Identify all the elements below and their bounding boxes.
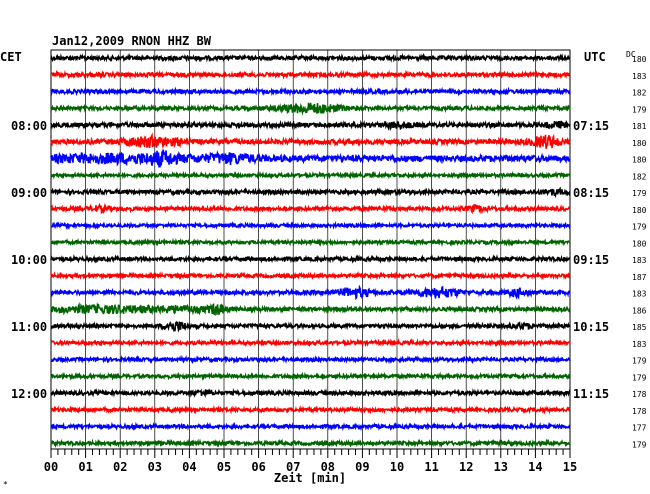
dc-value: 179 — [632, 440, 647, 449]
dc-header-label: DC — [626, 50, 636, 59]
dc-value: 183 — [632, 340, 647, 349]
dc-value: 179 — [632, 189, 647, 198]
x-tick-label: 15 — [563, 460, 577, 474]
dc-values: 180 183 182 179 181 180 180 182 179 180 179 180 183 1… — [632, 55, 647, 449]
dc-value: 182 — [632, 172, 647, 181]
trace-line — [50, 237, 571, 248]
dc-value: 178 — [632, 390, 647, 399]
trace-line — [50, 354, 571, 365]
trace-line — [50, 371, 571, 381]
x-tick-label: 11 — [424, 460, 438, 474]
left-timezone-label: CET — [0, 50, 22, 64]
x-tick-label: 04 — [182, 460, 196, 474]
cet-time-label: 11:00 — [11, 320, 47, 334]
x-tick-label: 02 — [113, 460, 127, 474]
cet-time-label: 08:00 — [11, 119, 47, 133]
trace-line — [50, 438, 571, 449]
utc-time-label: 07:15 — [573, 119, 609, 133]
trace-line — [50, 220, 571, 231]
trace-line — [50, 119, 571, 131]
right-timezone-label: UTC — [584, 50, 606, 64]
utc-time-label: 09:15 — [573, 253, 609, 267]
x-axis-label: Zeit [min] — [274, 471, 346, 485]
utc-time-label: 11:15 — [573, 387, 609, 401]
dc-value: 187 — [632, 273, 647, 282]
cet-time-label: 12:00 — [11, 387, 47, 401]
trace-line — [50, 69, 571, 80]
trace-line — [50, 101, 571, 116]
chart-title: Jan12,2009 RNON HHZ BW — [52, 34, 212, 48]
x-tick-label: 10 — [390, 460, 404, 474]
trace-line — [50, 149, 571, 168]
plot-frame — [50, 49, 571, 450]
trace-line — [50, 320, 571, 333]
x-tick-label: 14 — [528, 460, 542, 474]
dc-value: 180 — [632, 239, 647, 248]
trace-line — [50, 170, 571, 181]
dc-value: 182 — [632, 89, 647, 98]
dc-value: 178 — [632, 407, 647, 416]
corner-mark-icon: * — [3, 480, 8, 489]
dc-value: 179 — [632, 373, 647, 382]
trace-line — [50, 202, 571, 215]
trace-line — [50, 301, 571, 316]
x-tick-label: 03 — [148, 460, 162, 474]
dc-value: 186 — [632, 306, 647, 315]
dc-value: 180 — [632, 206, 647, 215]
trace-line — [50, 337, 571, 348]
trace-group — [50, 53, 571, 449]
dc-value: 177 — [632, 424, 647, 433]
dc-value: 183 — [632, 290, 647, 299]
trace-line — [50, 53, 571, 63]
dc-value: 179 — [632, 357, 647, 366]
trace-line — [50, 186, 571, 199]
utc-time-label: 10:15 — [573, 320, 609, 334]
trace-line — [50, 284, 571, 300]
x-tick-label: 08 — [321, 460, 335, 474]
x-tick-label: 07 — [286, 460, 300, 474]
dc-value: 180 — [632, 156, 647, 165]
x-tick-label: 00 — [44, 460, 58, 474]
dc-value: 180 — [632, 139, 647, 148]
trace-line — [50, 86, 571, 97]
dc-value: 181 — [632, 122, 647, 131]
cet-time-label: 09:00 — [11, 186, 47, 200]
x-tick-label: 01 — [78, 460, 92, 474]
trace-line — [50, 270, 571, 281]
x-tick-label: 05 — [217, 460, 231, 474]
cet-time-label: 10:00 — [11, 253, 47, 267]
dc-value: 185 — [632, 323, 647, 332]
trace-line — [50, 132, 571, 149]
dc-value: 180 — [632, 55, 647, 64]
trace-line — [50, 254, 571, 264]
x-tick-label: 09 — [355, 460, 369, 474]
time-labels: 08:00 09:00 10:00 11:00 12:00 07:15 08:15 09:15… — [11, 119, 609, 401]
utc-time-label: 08:15 — [573, 186, 609, 200]
dc-value: 183 — [632, 256, 647, 265]
trace-line — [50, 405, 571, 415]
x-tick-label: 13 — [494, 460, 508, 474]
x-tick-label: 12 — [459, 460, 473, 474]
x-axis: 00 01 02 03 04 05 06 07 08 09 10 11 12 13 14 15 — [44, 449, 577, 474]
dc-value: 179 — [632, 223, 647, 232]
dc-value: 179 — [632, 105, 647, 114]
x-tick-label: 06 — [251, 460, 265, 474]
dc-value: 183 — [632, 72, 647, 81]
trace-line — [50, 421, 571, 432]
time-grid — [50, 49, 571, 450]
trace-line — [50, 387, 571, 399]
